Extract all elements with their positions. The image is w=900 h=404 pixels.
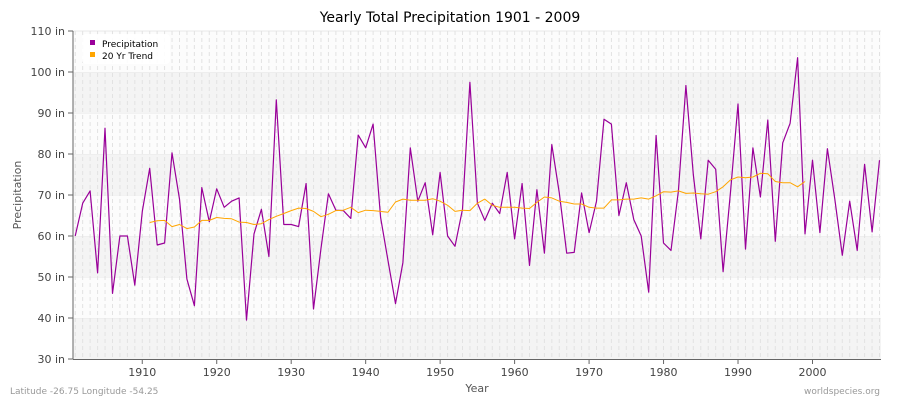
vertical-gridlines [74, 31, 881, 359]
x-tick-label: 2000 [798, 366, 826, 379]
x-axis-ticks: 1910 1920 1930 1940 1950 1960 1970 1980 1990 2000 [128, 359, 826, 379]
x-axis-label: Year [464, 382, 489, 395]
x-tick-label: 1930 [277, 366, 305, 379]
x-tick-label: 1960 [501, 366, 529, 379]
y-tick-label: 80 in [37, 148, 65, 161]
x-tick-label: 1910 [128, 366, 156, 379]
x-tick-label: 1980 [650, 366, 678, 379]
legend-label-trend: 20 Yr Trend [102, 52, 153, 62]
background-band [73, 72, 881, 113]
legend: Precipitation 20 Yr Trend [82, 34, 170, 64]
background-band [73, 318, 881, 359]
legend-box [82, 34, 170, 64]
background-band [73, 31, 881, 72]
y-tick-label: 50 in [37, 271, 65, 284]
y-tick-label: 40 in [37, 312, 65, 325]
series-lines [74, 57, 881, 321]
y-tick-label: 70 in [37, 189, 65, 202]
legend-swatch-trend [90, 52, 95, 57]
legend-label-precipitation: Precipitation [102, 40, 158, 50]
x-tick-label: 1950 [426, 366, 454, 379]
legend-swatch-precipitation [90, 40, 95, 45]
x-tick-label: 1990 [724, 366, 752, 379]
trend-line [149, 172, 806, 230]
footer-site: worldspecies.org [804, 387, 880, 397]
chart-title: Yearly Total Precipitation 1901 - 2009 [319, 10, 581, 26]
y-tick-label: 30 in [37, 353, 65, 366]
y-axis-ticks: 30 in 40 in 50 in 60 in 70 in 80 in 90 in 100 i… [30, 25, 73, 366]
x-tick-label: 1970 [575, 366, 603, 379]
y-tick-label: 90 in [37, 107, 65, 120]
x-tick-label: 1920 [203, 366, 231, 379]
background-band [73, 113, 881, 154]
x-tick-label: 1940 [352, 366, 380, 379]
footer-location: Latitude -26.75 Longitude -54.25 [10, 387, 158, 397]
y-tick-label: 100 in [30, 66, 65, 79]
y-tick-label: 110 in [30, 25, 65, 38]
y-tick-label: 60 in [37, 230, 65, 243]
y-axis-label: Precipitation [11, 161, 24, 230]
